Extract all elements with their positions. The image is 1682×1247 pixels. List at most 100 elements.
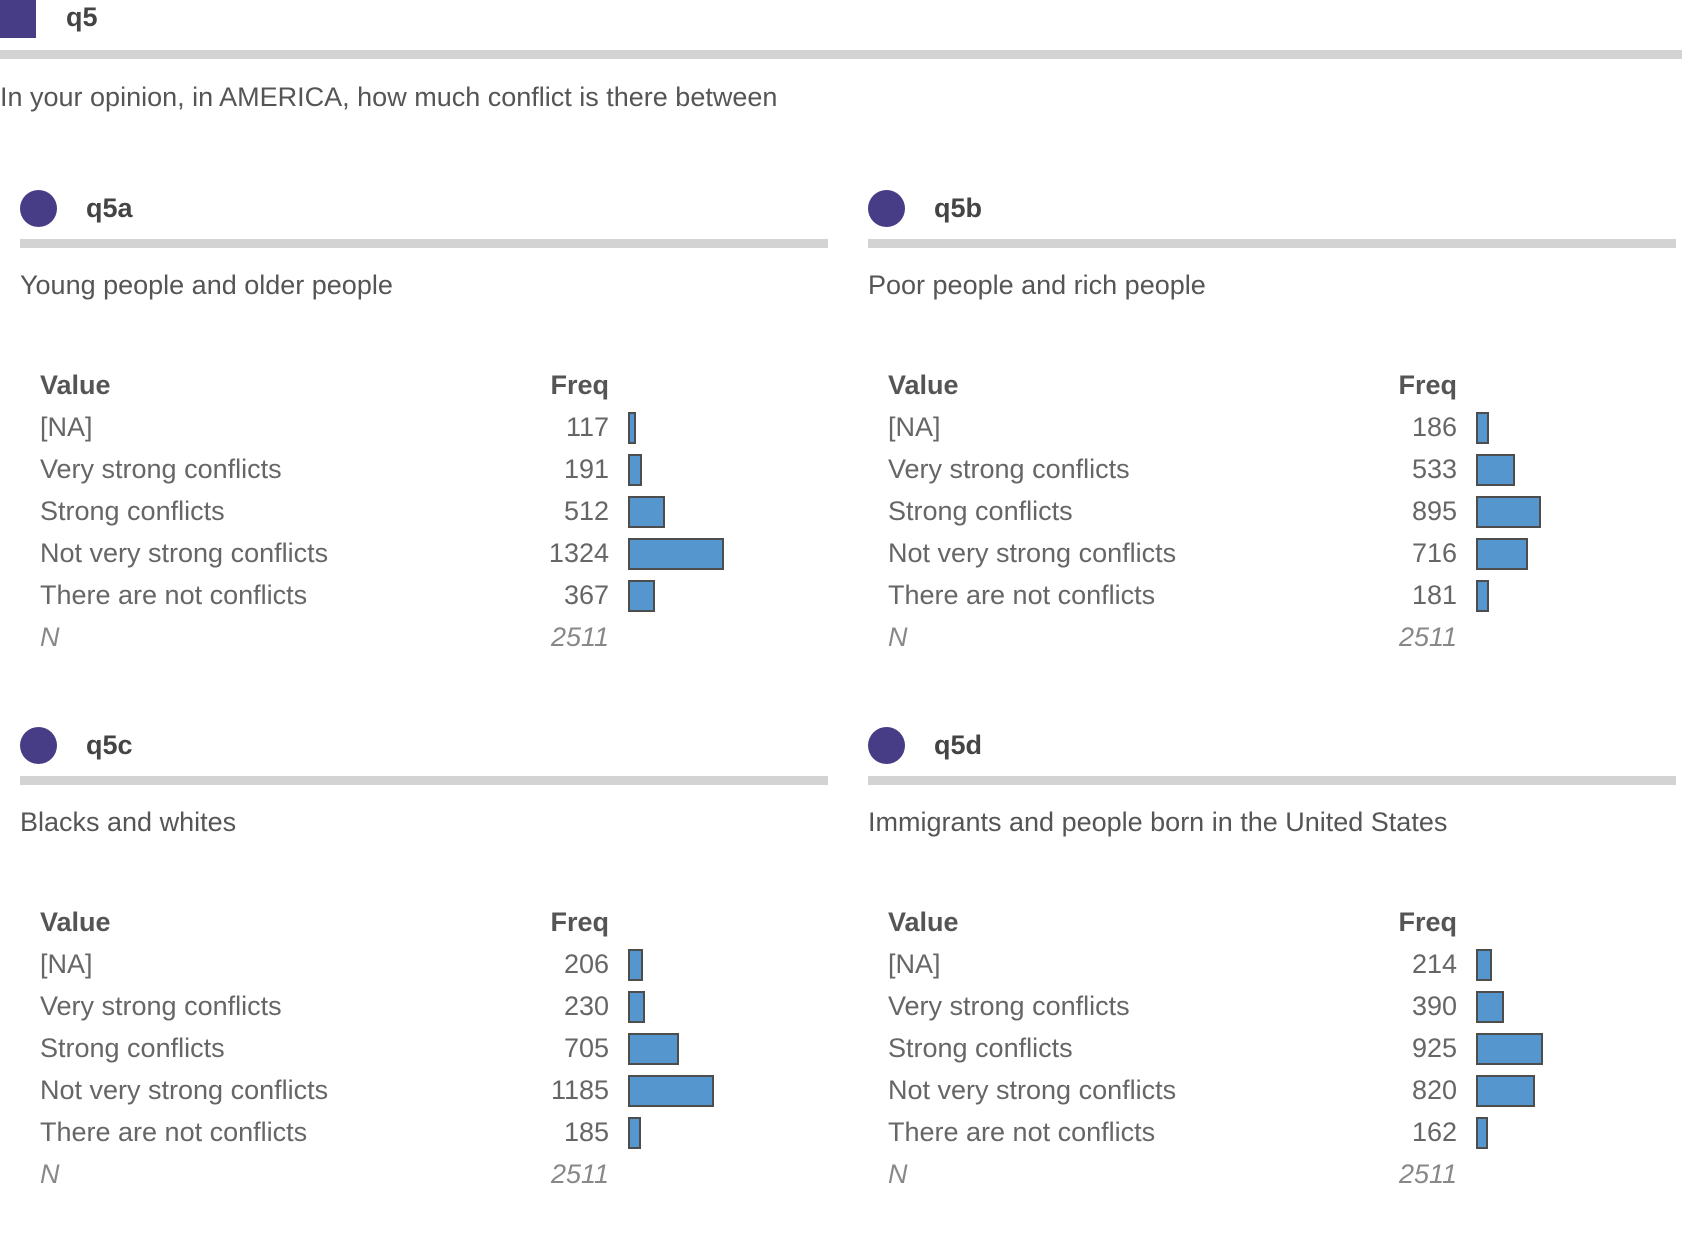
circle-icon xyxy=(868,190,905,227)
frequency-table: Value Freq [NA] 206 Very strong conflict… xyxy=(40,903,800,1197)
table-row: Strong conflicts 895 xyxy=(888,492,1648,534)
freq-value: 925 xyxy=(1411,1033,1457,1063)
table-row: Very strong conflicts 191 xyxy=(40,450,800,492)
frequency-table: Value Freq [NA] 117 Very strong conflict… xyxy=(40,366,800,660)
freq-value: 186 xyxy=(1411,412,1457,442)
freq-bar xyxy=(628,949,643,981)
section-title: q5 xyxy=(66,2,98,32)
table-row: Very strong conflicts 390 xyxy=(888,987,1648,1029)
freq-value: 1185 xyxy=(550,1075,609,1105)
freq-bar xyxy=(628,454,642,486)
table-header: Value Freq xyxy=(888,903,1648,945)
variable-panel-q5a: q5a Young people and older people Value … xyxy=(20,190,828,710)
freq-header: Freq xyxy=(1398,370,1457,400)
total-row: N 2511 xyxy=(888,1155,1648,1197)
freq-value: 1324 xyxy=(548,538,609,568)
table-row: Strong conflicts 925 xyxy=(888,1029,1648,1071)
variable-label: Immigrants and people born in the United… xyxy=(868,807,1448,837)
freq-value: 181 xyxy=(1411,580,1457,610)
freq-value: 185 xyxy=(563,1117,609,1147)
table-header: Value Freq xyxy=(40,366,800,408)
table-row: There are not conflicts 367 xyxy=(40,576,800,618)
table-row: [NA] 206 xyxy=(40,945,800,987)
table-row: There are not conflicts 185 xyxy=(40,1113,800,1155)
freq-value: 895 xyxy=(1411,496,1457,526)
question-text: In your opinion, in AMERICA, how much co… xyxy=(0,82,778,112)
square-icon xyxy=(0,0,36,38)
freq-bar xyxy=(1476,1117,1488,1149)
table-row: There are not conflicts 181 xyxy=(888,576,1648,618)
frequency-table: Value Freq [NA] 214 Very strong conflict… xyxy=(888,903,1648,1197)
table-header: Value Freq xyxy=(40,903,800,945)
circle-icon xyxy=(20,727,57,764)
value-label: [NA] xyxy=(40,949,93,979)
table-row: Very strong conflicts 230 xyxy=(40,987,800,1029)
freq-value: 716 xyxy=(1411,538,1457,568)
freq-bar xyxy=(1476,1033,1543,1065)
value-label: Not very strong conflicts xyxy=(40,538,329,568)
table-row: Strong conflicts 705 xyxy=(40,1029,800,1071)
divider xyxy=(20,776,828,785)
table-row: [NA] 186 xyxy=(888,408,1648,450)
freq-bar xyxy=(1476,1075,1535,1107)
table-row: Not very strong conflicts 1324 xyxy=(40,534,800,576)
freq-bar xyxy=(1476,949,1492,981)
value-header: Value xyxy=(40,370,111,400)
table-row: Strong conflicts 512 xyxy=(40,492,800,534)
value-label: [NA] xyxy=(40,412,93,442)
table-row: Very strong conflicts 533 xyxy=(888,450,1648,492)
value-label: Very strong conflicts xyxy=(888,454,1130,484)
table-row: [NA] 117 xyxy=(40,408,800,450)
total-row: N 2511 xyxy=(888,618,1648,660)
table-row: [NA] 214 xyxy=(888,945,1648,987)
freq-bar xyxy=(628,496,665,528)
freq-header: Freq xyxy=(550,370,609,400)
value-label: Strong conflicts xyxy=(40,496,225,526)
freq-value: 367 xyxy=(563,580,609,610)
freq-bar xyxy=(1476,454,1515,486)
freq-bar xyxy=(1476,991,1504,1023)
n-label: N xyxy=(40,622,60,652)
variable-label: Blacks and whites xyxy=(20,807,237,837)
value-label: There are not conflicts xyxy=(888,1117,1156,1147)
divider xyxy=(868,776,1676,785)
freq-value: 191 xyxy=(563,454,609,484)
n-label: N xyxy=(888,622,908,652)
table-row: There are not conflicts 162 xyxy=(888,1113,1648,1155)
value-label: [NA] xyxy=(888,949,941,979)
freq-value: 206 xyxy=(563,949,609,979)
value-label: Strong conflicts xyxy=(888,1033,1073,1063)
freq-bar xyxy=(628,1033,679,1065)
variable-name: q5b xyxy=(934,193,983,223)
table-header: Value Freq xyxy=(888,366,1648,408)
value-label: There are not conflicts xyxy=(40,580,308,610)
freq-bar xyxy=(1476,538,1528,570)
frequency-table: Value Freq [NA] 186 Very strong conflict… xyxy=(888,366,1648,660)
n-value: 2511 xyxy=(550,1159,609,1189)
freq-value: 214 xyxy=(1411,949,1457,979)
total-row: N 2511 xyxy=(40,1155,800,1197)
freq-value: 162 xyxy=(1411,1117,1457,1147)
freq-value: 230 xyxy=(563,991,609,1021)
circle-icon xyxy=(868,727,905,764)
value-label: Not very strong conflicts xyxy=(40,1075,329,1105)
value-label: Strong conflicts xyxy=(40,1033,225,1063)
divider xyxy=(20,239,828,248)
divider xyxy=(868,239,1676,248)
variable-name: q5c xyxy=(86,730,133,760)
freq-bar xyxy=(628,580,655,612)
variable-panel-q5b: q5b Poor people and rich people Value Fr… xyxy=(868,190,1676,710)
table-row: Not very strong conflicts 820 xyxy=(888,1071,1648,1113)
freq-bar xyxy=(628,412,636,444)
freq-header: Freq xyxy=(1398,907,1457,937)
variable-panel-q5c: q5c Blacks and whites Value Freq [NA] 20… xyxy=(20,727,828,1247)
n-label: N xyxy=(888,1159,908,1189)
value-label: Strong conflicts xyxy=(888,496,1073,526)
variable-label: Young people and older people xyxy=(20,270,393,300)
value-label: Very strong conflicts xyxy=(40,991,282,1021)
freq-bar xyxy=(1476,496,1541,528)
freq-bar xyxy=(628,1117,641,1149)
freq-value: 390 xyxy=(1411,991,1457,1021)
table-row: Not very strong conflicts 716 xyxy=(888,534,1648,576)
n-label: N xyxy=(40,1159,60,1189)
